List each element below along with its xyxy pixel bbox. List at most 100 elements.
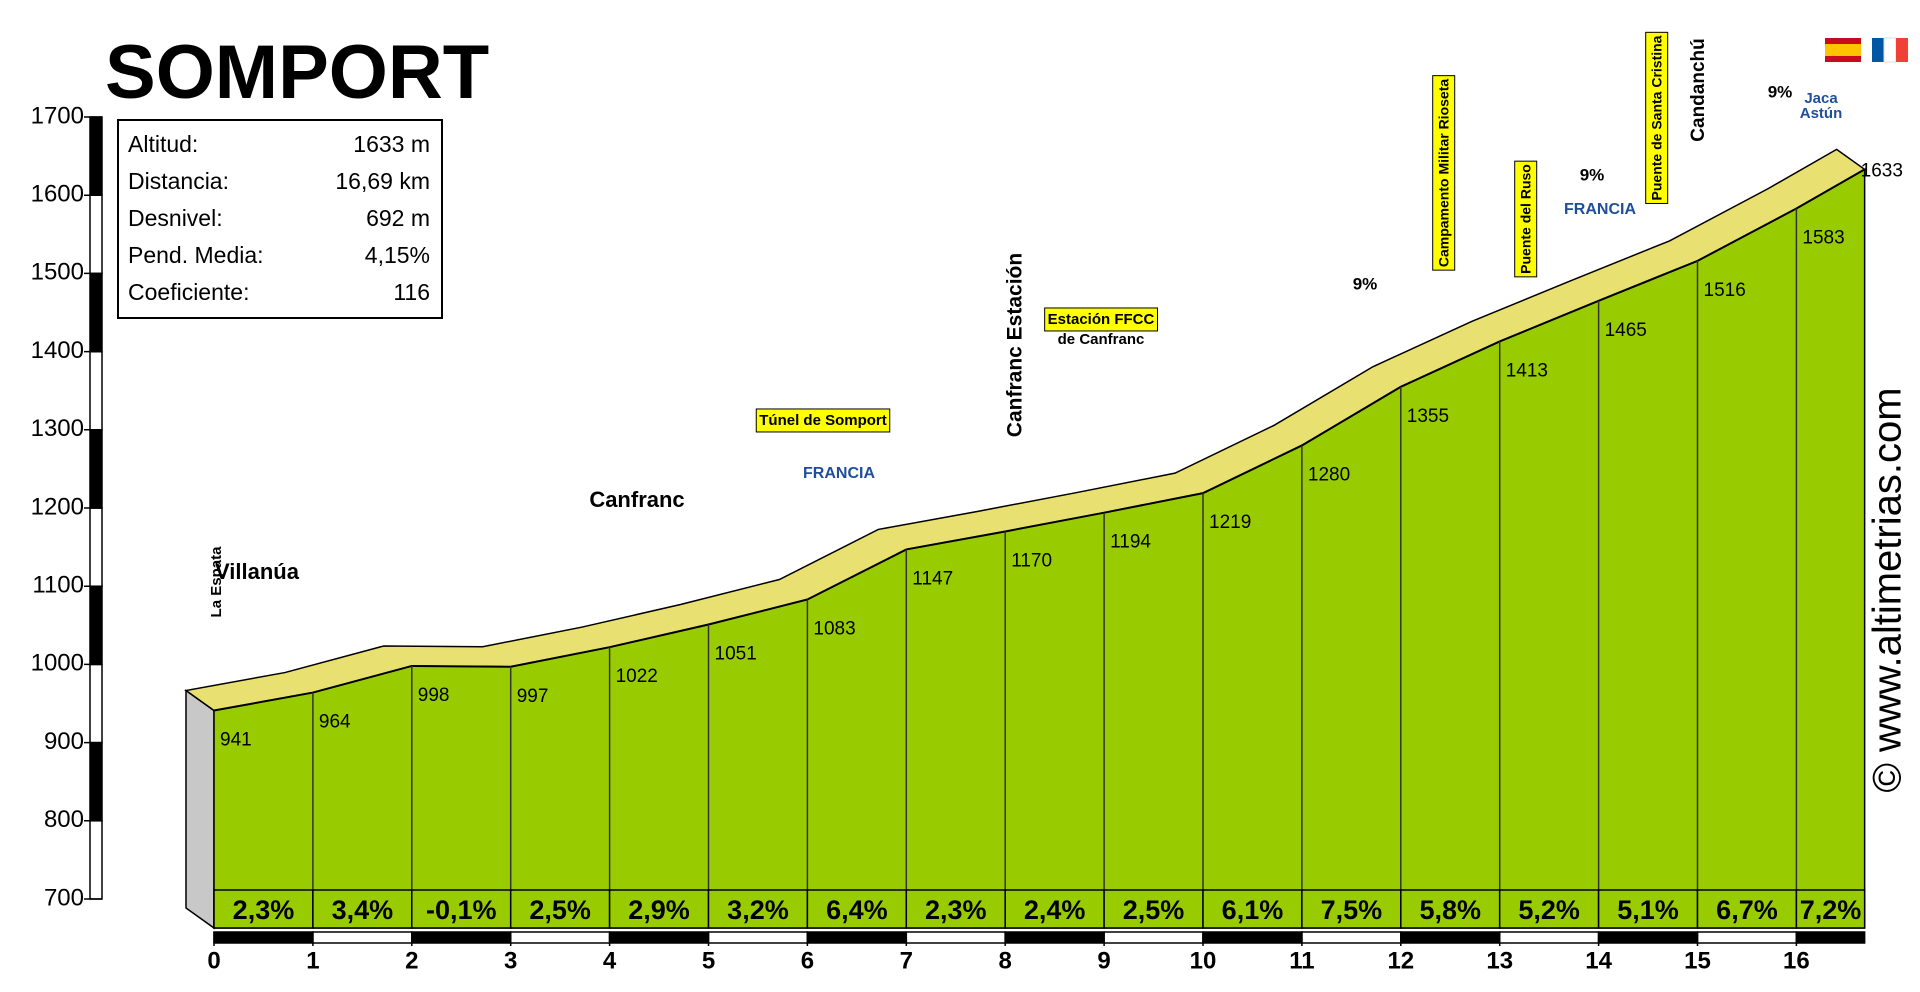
- y-tick-label: 1100: [32, 572, 84, 599]
- annotation-label: Astún: [1800, 105, 1843, 122]
- gradient-label: 2,5%: [1123, 895, 1185, 925]
- y-axis-segment: [89, 741, 103, 822]
- y-axis-segment: [89, 585, 103, 666]
- annotation: 9%: [1768, 82, 1793, 101]
- info-value: 16,69 km: [335, 168, 430, 194]
- annotation-label: Canfranc: [589, 487, 684, 512]
- gradient-box: [1795, 889, 1866, 929]
- x-axis-segment: [1004, 931, 1105, 944]
- x-axis-segment: [1103, 931, 1204, 944]
- info-value: 1633 m: [353, 131, 430, 157]
- gradient-box: [1498, 889, 1600, 929]
- gradient-box: [213, 889, 314, 929]
- annotation-label: de Canfranc: [1058, 331, 1145, 348]
- elevation-label: 1583: [1802, 228, 1844, 249]
- y-tick-label: 1300: [31, 415, 84, 442]
- annotation: de Canfranc: [1058, 331, 1145, 348]
- info-box: [117, 119, 443, 319]
- profile-side: [185, 689, 215, 930]
- annotation: Jaca: [1804, 90, 1838, 107]
- profile-line: [213, 168, 1866, 712]
- x-tick-label: 12: [1387, 947, 1414, 974]
- annotation-box: [1044, 307, 1159, 332]
- x-tick-label: 16: [1783, 947, 1810, 974]
- x-axis-segment: [707, 931, 809, 944]
- x-tick-label: 3: [504, 947, 517, 974]
- elevation-label: 1633: [1861, 160, 1903, 181]
- info-label: Desnivel:: [128, 205, 223, 231]
- gradient-box: [312, 889, 413, 929]
- annotation-label: Puente del Ruso: [1518, 164, 1534, 274]
- flag-fr: [1872, 38, 1884, 62]
- elevation-label: 1022: [616, 666, 658, 687]
- gradient-label: 3,2%: [727, 895, 789, 925]
- annotation: La Espata: [208, 546, 225, 618]
- info-label: Distancia:: [128, 168, 229, 194]
- elevation-label: 1465: [1605, 320, 1647, 341]
- x-axis-segment: [905, 931, 1006, 944]
- x-axis-segment: [1301, 931, 1402, 944]
- annotation-box: [1432, 75, 1456, 271]
- y-axis-segment: [89, 194, 103, 275]
- annotation: 9%: [1353, 274, 1378, 293]
- gradient-box: [1103, 889, 1204, 929]
- x-axis-segment: [1498, 931, 1600, 944]
- x-axis-segment: [312, 931, 413, 944]
- gradient-box: [509, 889, 611, 929]
- elevation-label: 1413: [1506, 360, 1548, 381]
- y-axis-segment: [89, 663, 103, 744]
- annotation-label: Candanchú: [1688, 38, 1709, 141]
- annotation-label: Túnel de Somport: [759, 412, 887, 429]
- annotation: FRANCIA: [803, 465, 875, 482]
- x-tick-label: 4: [603, 947, 617, 974]
- x-tick-label: 7: [900, 947, 913, 974]
- gradient-label: 6,7%: [1716, 895, 1778, 925]
- gradient-box: [608, 889, 710, 929]
- y-tick-label: 700: [44, 884, 84, 911]
- gradient-label: 5,8%: [1419, 895, 1481, 925]
- elevation-label: 998: [418, 685, 450, 706]
- annotation-label: Jaca: [1804, 90, 1838, 107]
- flag-fr-red: [1896, 38, 1908, 62]
- y-axis-segment: [89, 116, 103, 196]
- x-tick-label: 13: [1486, 947, 1513, 974]
- annotation-label: Campamento Militar Rioseta: [1436, 79, 1452, 267]
- info-rows: Altitud: 1633 m Distancia: 16,69 km Desnivel…: [128, 131, 430, 305]
- annotation: Villanúa: [215, 559, 300, 584]
- y-tick-label: 1400: [31, 337, 84, 364]
- x-axis-segment: [1202, 931, 1303, 944]
- info-label: Pend. Media:: [128, 242, 264, 268]
- elevation-label: 1083: [813, 619, 855, 640]
- x-tick-label: 5: [702, 947, 715, 974]
- elevation-label: 941: [220, 730, 252, 751]
- annotation-box: [755, 408, 891, 433]
- info-value: 116: [393, 279, 430, 305]
- gradient-label: 5,1%: [1617, 895, 1679, 925]
- elevation-label: 997: [517, 686, 549, 707]
- annotation-label: Canfranc Estación: [1004, 253, 1027, 437]
- info-label: Coeficiente:: [128, 279, 249, 305]
- annotation-box: [1514, 160, 1538, 278]
- flag-es-band: [1825, 44, 1861, 56]
- y-tick-label: 1500: [31, 259, 84, 286]
- credit: © www.altimetrias.com: [1866, 387, 1910, 792]
- annotation: Astún: [1800, 105, 1843, 122]
- x-axis-segment: [806, 931, 908, 944]
- gradient-box: [1400, 889, 1501, 929]
- annotation-box: [1645, 31, 1669, 204]
- x-axis-segment: [1400, 931, 1501, 944]
- elevation-label: 1280: [1308, 464, 1350, 485]
- x-tick-label: 14: [1585, 947, 1612, 974]
- annotation: FRANCIA: [1564, 201, 1636, 218]
- elevation-label: 1355: [1407, 406, 1449, 427]
- y-axis-segment: [89, 272, 103, 353]
- annotation-label: Puente de Santa Cristina: [1649, 35, 1665, 200]
- y-tick-label: 900: [44, 728, 84, 755]
- chart-title: SOMPORT: [105, 30, 489, 115]
- x-axis-segment: [1696, 931, 1798, 944]
- elevation-label: 1051: [715, 644, 757, 665]
- gradient-label: 2,3%: [925, 895, 987, 925]
- x-axis-segment: [1597, 931, 1699, 944]
- annotation-label: Villanúa: [215, 559, 300, 584]
